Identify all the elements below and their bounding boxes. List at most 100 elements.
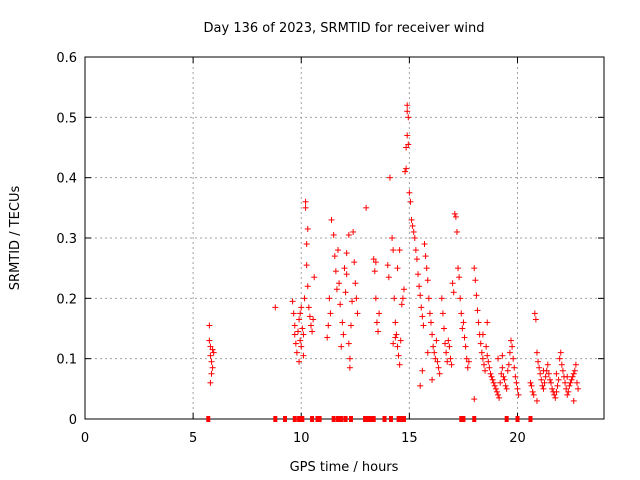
- data-point: [210, 349, 217, 356]
- data-point: [488, 373, 495, 380]
- data-point: [539, 382, 546, 389]
- data-point: [389, 235, 396, 241]
- data-point: [433, 337, 440, 344]
- data-point: [480, 361, 487, 368]
- data-point: [479, 331, 486, 338]
- data-point: [421, 241, 428, 248]
- data-point: [390, 247, 397, 254]
- data-point: [555, 376, 562, 383]
- data-point: [331, 253, 338, 260]
- data-point: [492, 385, 499, 392]
- y-axis-label: SRMTID / TECUs: [8, 186, 23, 291]
- data-point: [489, 376, 496, 383]
- data-point: [536, 364, 543, 371]
- data-point: [556, 355, 563, 362]
- data-point: [404, 108, 411, 115]
- data-point: [418, 304, 425, 311]
- data-point: [336, 280, 343, 287]
- data-point: [426, 310, 433, 317]
- data-point: [373, 319, 380, 326]
- data-point: [399, 295, 406, 302]
- data-point: [448, 361, 455, 368]
- data-point: [346, 364, 353, 371]
- data-point: [508, 337, 515, 344]
- data-point: [207, 352, 214, 359]
- data-point: [478, 349, 485, 356]
- data-point: [553, 370, 560, 377]
- data-point: [472, 277, 479, 284]
- data-point: [497, 379, 504, 386]
- data-point: [309, 328, 316, 335]
- data-point: [428, 319, 434, 326]
- data-point: [295, 328, 302, 335]
- data-point: [458, 310, 465, 317]
- zero-value-marker: [283, 416, 288, 422]
- data-point: [498, 370, 505, 377]
- zero-value-marker: [310, 416, 315, 422]
- data-point: [352, 280, 359, 287]
- data-point: [429, 376, 436, 383]
- x-tick-label: 5: [189, 431, 197, 446]
- data-point: [515, 391, 522, 398]
- data-point: [392, 334, 399, 341]
- data-point: [354, 310, 361, 317]
- data-point: [375, 328, 382, 335]
- data-point: [499, 352, 506, 359]
- data-point: [551, 391, 558, 398]
- y-tick-label: 0.5: [56, 111, 77, 126]
- data-point: [299, 325, 306, 332]
- data-point: [545, 370, 552, 377]
- data-point: [396, 247, 403, 254]
- data-point: [296, 358, 303, 365]
- data-point: [207, 379, 214, 386]
- y-tick-label: 0.4: [56, 172, 77, 187]
- data-point: [405, 114, 412, 121]
- data-point: [567, 379, 574, 386]
- data-point: [371, 268, 378, 275]
- zero-value-marker: [331, 416, 336, 422]
- y-tick-label: 0.3: [56, 232, 77, 247]
- data-point: [450, 289, 457, 296]
- data-point: [404, 132, 411, 139]
- data-point: [301, 295, 308, 302]
- x-tick-label: 10: [293, 431, 310, 446]
- data-point: [554, 382, 561, 389]
- data-point: [341, 265, 348, 272]
- data-point: [394, 343, 401, 350]
- data-point: [471, 396, 478, 403]
- data-point: [451, 210, 458, 217]
- data-point: [502, 382, 509, 389]
- zero-value-marker: [297, 416, 302, 422]
- data-point: [405, 141, 412, 148]
- data-point: [337, 301, 344, 308]
- data-point: [453, 228, 460, 235]
- data-point: [564, 373, 571, 380]
- data-point: [463, 355, 470, 362]
- data-point: [483, 343, 490, 350]
- data-point: [372, 295, 379, 302]
- data-point: [514, 385, 521, 392]
- data-point: [310, 316, 317, 323]
- data-point: [384, 262, 391, 269]
- data-point: [372, 259, 379, 266]
- data-point: [424, 349, 431, 356]
- data-point: [484, 319, 491, 326]
- zero-value-marker: [401, 416, 406, 422]
- data-point: [432, 355, 439, 362]
- data-point: [292, 340, 299, 347]
- data-point: [444, 358, 451, 365]
- data-point: [376, 310, 383, 317]
- data-point: [429, 331, 436, 338]
- data-point: [347, 322, 354, 329]
- data-point: [495, 355, 502, 362]
- data-point: [568, 376, 575, 383]
- data-point: [207, 343, 214, 350]
- tick-layer: 0 0.1 0.2 0.3 0.4 0.5 0.6 0 5 10 15 20: [56, 51, 604, 446]
- data-point: [412, 247, 419, 254]
- data-point: [402, 168, 409, 175]
- data-point: [538, 376, 545, 383]
- data-point: [425, 295, 432, 302]
- data-point: [422, 253, 429, 260]
- data-point: [527, 379, 534, 386]
- data-point: [431, 349, 438, 356]
